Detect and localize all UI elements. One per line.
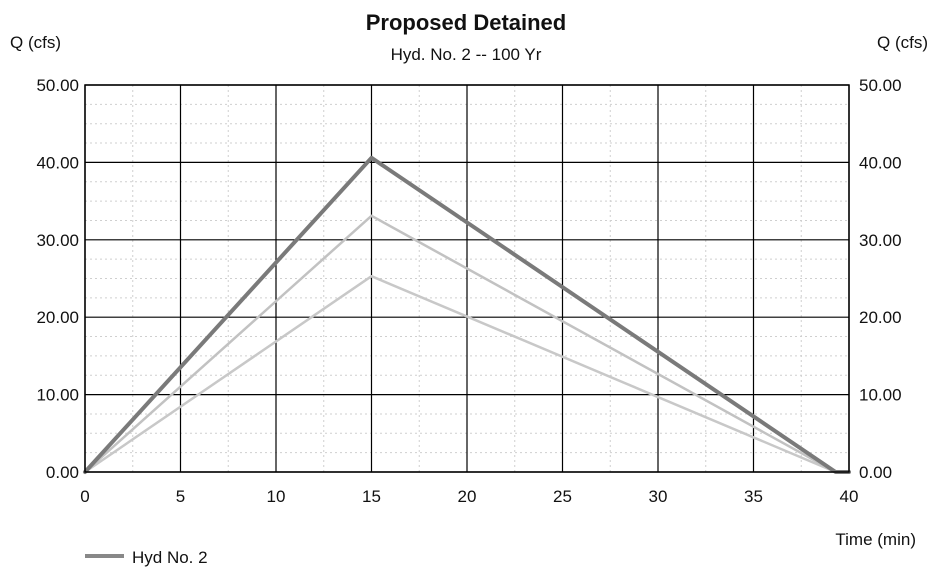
- x-tick-label: 5: [176, 487, 185, 506]
- y-tick-label-left: 40.00: [36, 153, 79, 172]
- grid: [84, 84, 850, 473]
- x-tick-label: 15: [362, 487, 381, 506]
- series-line: [83, 274, 837, 474]
- x-tick-label: 0: [80, 487, 89, 506]
- chart-subtitle: Hyd. No. 2 -- 100 Yr: [391, 45, 542, 64]
- y-tick-label-right: 30.00: [859, 231, 902, 250]
- y-tick-label-left: 10.00: [36, 386, 79, 405]
- y-tick-label-right: 20.00: [859, 308, 902, 327]
- x-tick-label: 10: [267, 487, 286, 506]
- y-tick-label-left: 0.00: [46, 463, 79, 482]
- series-line: [83, 214, 837, 474]
- y-tick-label-left: 30.00: [36, 231, 79, 250]
- y-tick-label-right: 50.00: [859, 76, 902, 95]
- x-tick-label: 25: [553, 487, 572, 506]
- y-axis-label-left: Q (cfs): [10, 33, 61, 52]
- y-tick-label-left: 50.00: [36, 76, 79, 95]
- plot-frame: [84, 84, 850, 473]
- legend: Hyd No. 2: [85, 548, 208, 567]
- legend-label: Hyd No. 2: [132, 548, 208, 567]
- x-tick-label: 35: [744, 487, 763, 506]
- y-axis-label-right: Q (cfs): [877, 33, 928, 52]
- x-tick-label: 30: [649, 487, 668, 506]
- tick-labels: 0.00 0.00 10.00 10.00 20.00 20.00 30.00 30.00 40…: [36, 76, 901, 506]
- chart-title: Proposed Detained: [366, 10, 566, 35]
- y-tick-label-right: 10.00: [859, 386, 902, 405]
- x-tick-label: 20: [458, 487, 477, 506]
- x-tick-label: 40: [840, 487, 859, 506]
- x-axis-label: Time (min): [835, 530, 916, 549]
- y-tick-label-right: 40.00: [859, 153, 902, 172]
- y-tick-label-right: 0.00: [859, 463, 892, 482]
- y-tick-label-left: 20.00: [36, 308, 79, 327]
